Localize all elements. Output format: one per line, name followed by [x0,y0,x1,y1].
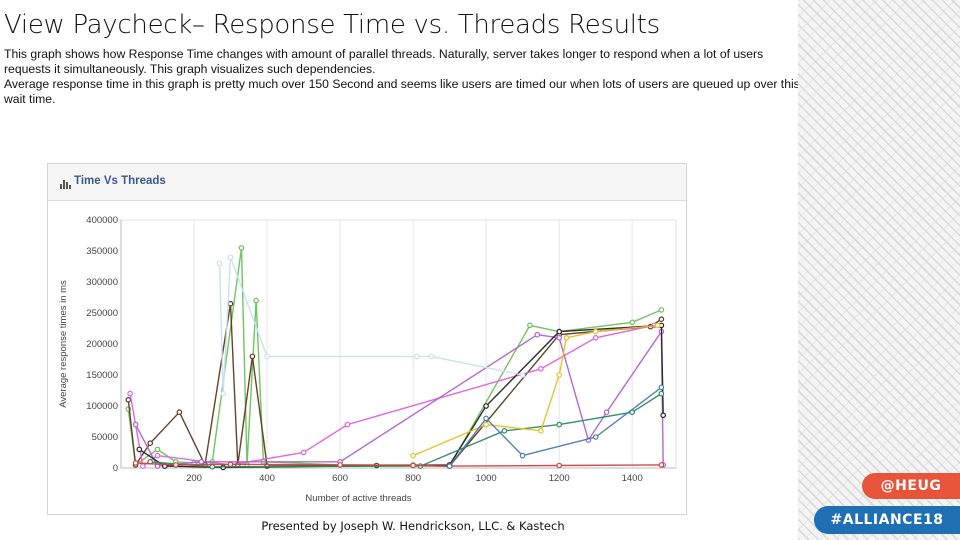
series-2-point-0 [127,390,133,397]
heug-hashtag-badge: @HEUG [862,473,960,499]
series-6-point-3 [337,462,343,468]
y-tick-label-1: 50000 [92,432,118,443]
series-6-point-1 [173,462,179,468]
series-0-point-6 [238,245,245,251]
series-6-point-7 [658,462,665,468]
series-4-point-4 [483,403,489,409]
chart-panel: Time Vs Threads 0 50000 100000 150000 200000… [47,163,687,515]
y-tick-label-3: 150000 [86,370,118,381]
series-7-point-5 [592,328,599,335]
series-8-point-2 [519,452,526,459]
series-1-point-2 [147,440,154,447]
series-9-point-3 [264,353,270,360]
y-axis-label: Average response times in ms [58,280,69,408]
series-8-point-4 [658,384,665,391]
series-1-point-7 [249,353,256,360]
y-tick-label-0: 0 [113,463,118,474]
y-tick-label-7: 350000 [86,246,118,257]
description-paragraph-2: Average response time in this graph is p… [4,77,800,106]
series-8-point-1 [483,415,489,422]
series-5-point-4 [556,421,563,428]
series-0-point-13 [527,322,533,329]
series-3-point-2 [198,458,205,465]
series-7-point-4 [563,335,570,341]
series-0-point-16 [658,307,665,313]
series-8-point-3 [592,434,599,440]
series-5-point-1 [209,463,216,470]
y-tick-label-8: 400000 [86,215,118,226]
series-9-point-4 [413,353,420,360]
y-tick-label-5: 250000 [86,308,118,319]
series-line-6 [135,462,662,467]
series-4-point-5 [556,328,563,335]
slide-description: This graph shows how Response Time chang… [4,47,804,107]
x-tick-label-3: 800 [405,473,421,484]
series-9-point-2 [227,254,234,261]
x-tick-label-1: 400 [259,473,275,484]
time-vs-threads-chart: 0 50000 100000 150000 200000 250000 300000 3500… [58,215,677,504]
series-3-point-4 [534,331,541,338]
series-4-point-7 [660,412,667,419]
series-7-point-1 [483,421,489,428]
series-1-point-3 [176,409,183,416]
series-1-point-0 [125,397,132,403]
bar-chart-icon [60,179,71,189]
chart-header: Time Vs Threads [48,164,686,201]
series-4-point-0 [136,446,143,453]
series-3-point-5 [556,335,563,341]
x-tick-label-6: 1400 [622,473,643,484]
series-3-point-7 [603,409,610,416]
series-9-point-5 [428,353,435,360]
series-8-point-0 [446,463,453,469]
series-9-point-0 [216,260,223,267]
x-tick-label-4: 1000 [476,473,497,484]
series-2-point-4 [300,449,307,456]
series-7-point-0 [410,452,416,459]
series-2-point-2 [154,452,161,459]
series-0-point-15 [629,319,636,326]
series-2-point-6 [538,366,544,372]
series-9-point-1 [220,390,227,397]
x-tick-label-5: 1200 [549,473,570,484]
series-6-point-4 [410,462,416,469]
x-axis-label: Number of active threads [305,493,411,504]
series-7-point-6 [654,322,661,329]
series-2-point-7 [592,335,599,341]
decorative-pattern-strip [798,0,960,540]
series-line-1 [127,303,662,468]
y-tick-label-6: 300000 [86,277,118,288]
series-6-point-0 [132,460,139,466]
series-5-point-3 [501,428,508,434]
series-2-point-5 [344,421,351,428]
series-1-point-13 [658,316,665,323]
x-tick-label-0: 200 [186,473,202,484]
series-5-point-6 [658,390,665,397]
series-0-point-8 [253,297,259,304]
series-3-point-0 [132,421,139,428]
slide-title: View Paycheck– Response Time vs. Threads… [4,10,660,40]
series-2-point-1 [140,463,146,469]
x-tick-label-2: 600 [332,473,348,484]
alliance-hashtag-badge: #ALLIANCE18 [814,506,960,534]
plot-area [120,219,677,469]
y-tick-label-4: 200000 [86,339,118,350]
series-7-point-2 [538,428,544,434]
series-0-point-2 [154,446,161,453]
series-6-point-6 [556,462,563,469]
description-paragraph-1: This graph shows how Response Time chang… [4,47,764,76]
y-tick-label-2: 100000 [86,401,118,412]
series-1-point-5 [227,300,234,307]
series-9-point-6 [519,372,526,378]
presenter-footer: Presented by Joseph W. Hendrickson, LLC.… [261,519,565,533]
series-7-point-3 [556,372,563,378]
series-6-point-2 [227,461,234,468]
chart-title: Time Vs Threads [74,175,166,187]
